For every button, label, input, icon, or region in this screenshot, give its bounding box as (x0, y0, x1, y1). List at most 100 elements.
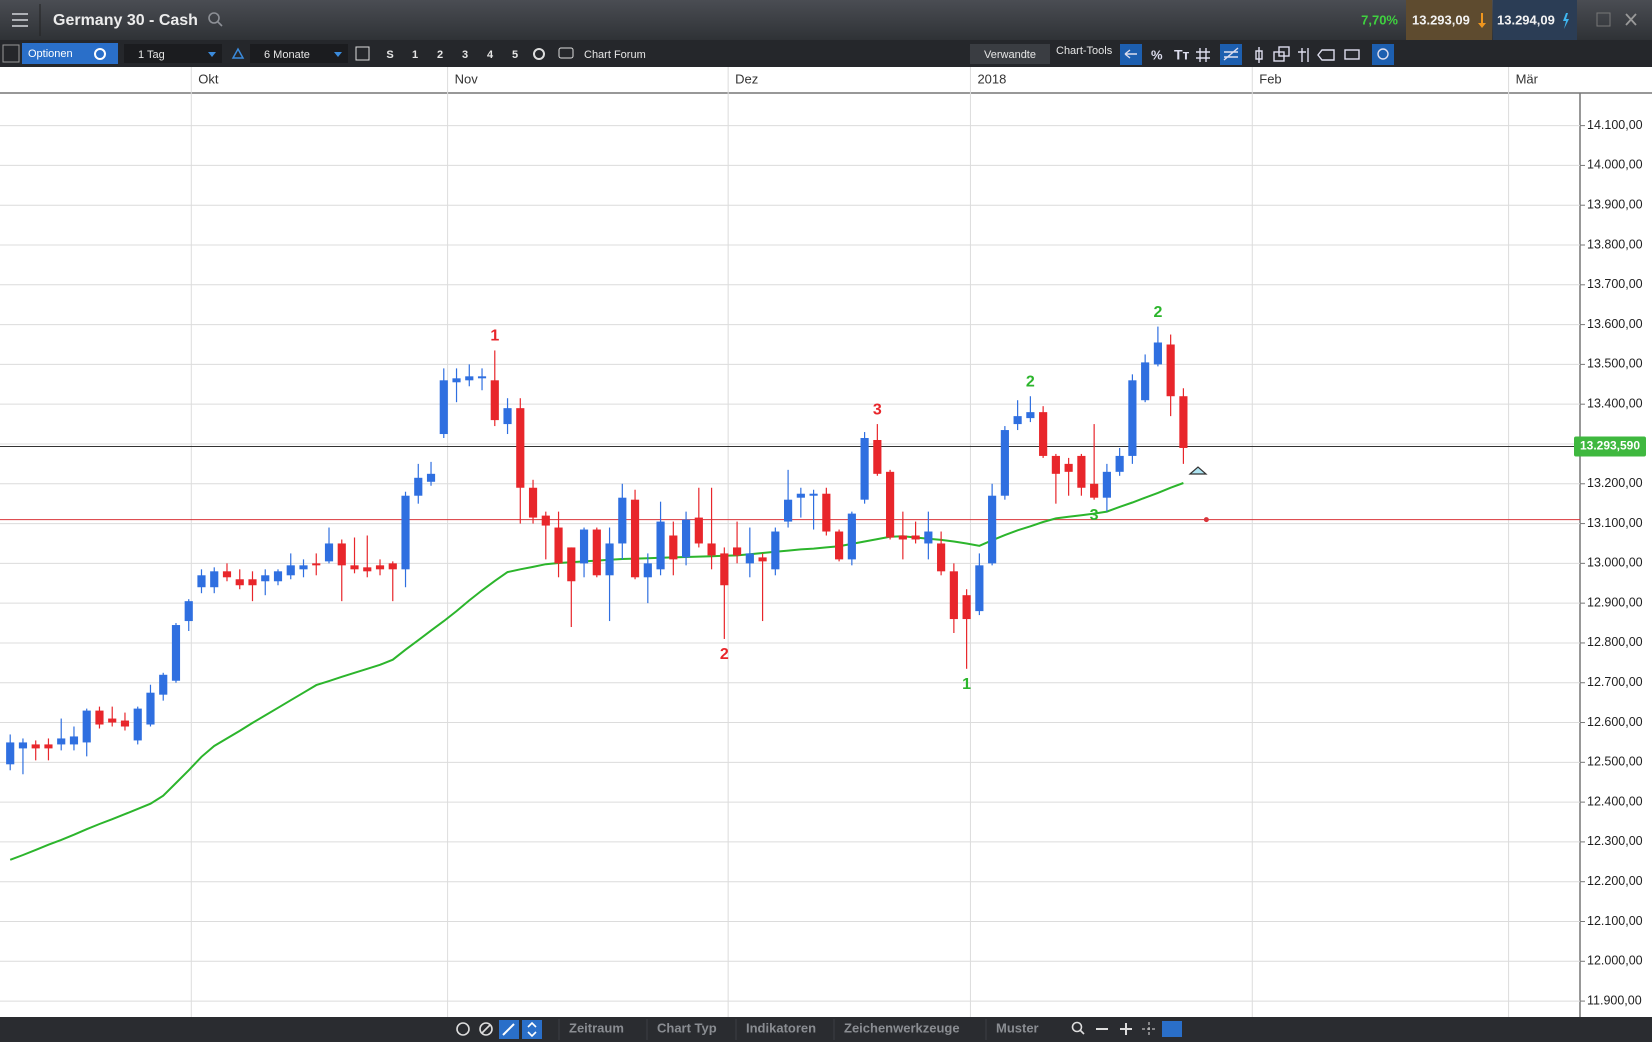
candle-body (554, 527, 563, 564)
candle-body (439, 380, 448, 435)
bid-price: 13.293,09 (1412, 12, 1470, 27)
candle-body (988, 495, 997, 564)
candle-body (592, 529, 601, 576)
bottom-icons[interactable] (456, 1020, 1182, 1039)
candle-body (503, 408, 512, 425)
candle-body (822, 493, 831, 532)
candle-body (1090, 483, 1099, 498)
time-axis (0, 67, 1652, 93)
preset-button[interactable]: 5 (512, 49, 518, 61)
candle-body (1026, 412, 1035, 419)
bottom-tab[interactable]: Zeichenwerkzeuge (844, 1020, 960, 1035)
y-tick-label: 12.600,00 (1587, 715, 1643, 729)
candle-body (1102, 471, 1111, 498)
candle-body (771, 531, 780, 570)
settings-button[interactable] (533, 48, 545, 60)
ask-box[interactable] (1493, 0, 1577, 40)
candle-body (273, 571, 283, 582)
wave-label: 1 (490, 328, 499, 345)
candle-body (835, 531, 844, 560)
y-tick-label: 13.700,00 (1587, 277, 1643, 291)
range-icon (231, 47, 245, 59)
y-tick-label: 12.400,00 (1587, 794, 1643, 808)
candle-body (171, 625, 181, 681)
candle-body (860, 438, 869, 500)
options-button[interactable] (22, 43, 118, 64)
candle-body (924, 531, 933, 544)
candle-body (1179, 396, 1188, 448)
related-button[interactable] (970, 44, 1050, 64)
candle-body (694, 517, 703, 544)
x-tick-label: Dez (735, 71, 758, 86)
candle-body (401, 495, 410, 570)
candle-body (184, 601, 193, 622)
ask-price: 13.294,09 (1497, 12, 1555, 27)
candle-body (784, 499, 793, 522)
bottom-tab[interactable]: Zeitraum (569, 1020, 624, 1035)
x-tick-label: Feb (1259, 71, 1281, 86)
candle-body (363, 567, 372, 572)
preset-button[interactable]: 4 (487, 49, 494, 61)
candle-body (847, 513, 856, 560)
candle-body (1128, 380, 1137, 456)
bottom-tab[interactable]: Indikatoren (746, 1020, 816, 1035)
preset-button[interactable]: 1 (412, 49, 418, 61)
candle-body (95, 710, 104, 725)
interval-label: 1 Tag (138, 49, 165, 61)
candle-body (414, 477, 423, 496)
candle-body (516, 408, 525, 488)
chart-tools-label[interactable]: Chart-Tools (1056, 45, 1113, 57)
candle-body (1051, 455, 1060, 474)
close-button[interactable] (1625, 13, 1637, 26)
candle-body (1013, 416, 1022, 425)
y-tick-label: 12.000,00 (1587, 954, 1643, 968)
related-label: Verwandte (984, 49, 1036, 61)
candle-body (299, 565, 308, 570)
x-tick-label: 2018 (977, 71, 1006, 86)
candle-body (1000, 430, 1009, 496)
candle-body (630, 499, 640, 578)
interval-dropdown[interactable] (124, 44, 222, 63)
wave-label: 1 (962, 676, 971, 693)
bottom-tab[interactable]: Chart Typ (657, 1020, 717, 1035)
sidebar-button[interactable] (2, 44, 20, 63)
svg-text:Tт: Tт (1174, 47, 1190, 63)
y-tick-label: 13.500,00 (1587, 357, 1643, 371)
calendar-button[interactable] (355, 46, 370, 61)
candle-body (31, 744, 40, 749)
chart-forum[interactable]: Chart Forum (584, 49, 646, 61)
y-tick-label: 12.900,00 (1587, 595, 1643, 609)
options-gear (94, 48, 106, 60)
y-tick-label: 12.500,00 (1587, 755, 1643, 769)
search-icon[interactable] (208, 12, 223, 27)
preset-button[interactable]: S (386, 49, 393, 61)
bid-box[interactable] (1406, 0, 1492, 40)
y-tick-label: 12.700,00 (1587, 675, 1643, 689)
candle-body (312, 563, 321, 566)
bottom-tab[interactable]: Muster (996, 1020, 1039, 1035)
candle-body (579, 529, 589, 564)
preset-button[interactable]: 2 (437, 49, 443, 61)
y-tick-label: 12.300,00 (1587, 834, 1643, 848)
candle-body (1039, 412, 1048, 456)
preset-button[interactable]: 3 (462, 49, 468, 61)
menu-button[interactable] (12, 13, 28, 27)
candle-body (1141, 362, 1150, 401)
alert-icon[interactable] (1188, 466, 1208, 475)
x-tick-label: Mär (1516, 71, 1539, 86)
ask-arrow (1563, 13, 1569, 29)
chart-tool-icons[interactable]: % Tт (1120, 44, 1394, 65)
candle-body (82, 710, 91, 743)
level-handle[interactable] (1203, 517, 1209, 523)
candle-body (796, 493, 805, 498)
candle-body (541, 515, 550, 526)
candle-body (618, 497, 627, 544)
candle-body (911, 535, 920, 540)
maximize-button[interactable] (1596, 12, 1611, 27)
candle-body (490, 380, 499, 421)
range-dropdown[interactable] (250, 44, 348, 63)
candle-body (426, 473, 436, 482)
wave-label: 2 (720, 646, 729, 663)
candle-body (69, 736, 79, 745)
y-tick-label: 13.200,00 (1587, 476, 1643, 490)
